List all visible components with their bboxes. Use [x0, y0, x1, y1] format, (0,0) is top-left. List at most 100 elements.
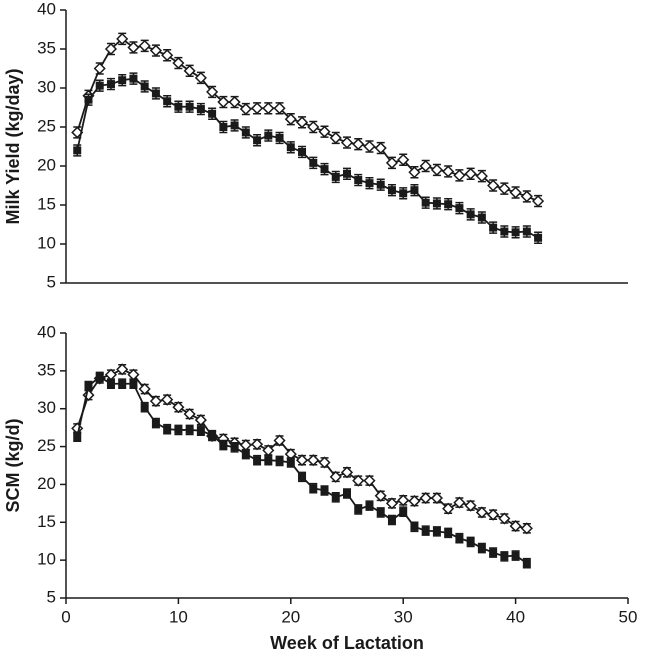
marker [309, 484, 318, 493]
marker [106, 379, 115, 388]
marker [318, 125, 331, 138]
marker [397, 494, 410, 507]
y-tick-label: 15 [37, 194, 56, 213]
x-tick-label: 20 [281, 607, 300, 626]
marker [511, 228, 520, 237]
marker [354, 505, 363, 514]
marker [140, 82, 149, 91]
marker [453, 169, 466, 182]
marker [185, 425, 194, 434]
marker [487, 508, 500, 521]
marker [275, 133, 284, 142]
marker [217, 95, 230, 109]
marker [230, 443, 239, 452]
marker [520, 522, 533, 535]
marker [174, 102, 183, 111]
marker [116, 32, 129, 45]
marker [118, 76, 127, 85]
marker [73, 146, 82, 155]
marker [273, 102, 286, 115]
marker [185, 102, 194, 111]
marker [295, 454, 309, 467]
marker [241, 128, 250, 137]
marker [532, 195, 545, 208]
marker [95, 81, 104, 90]
marker [419, 159, 432, 173]
marker [194, 414, 207, 427]
marker [161, 393, 174, 406]
y-tick-label: 10 [37, 233, 56, 252]
marker [104, 42, 118, 56]
marker [421, 526, 430, 535]
marker [183, 407, 196, 421]
marker [365, 179, 374, 188]
marker [206, 85, 219, 98]
marker [208, 431, 217, 440]
marker [253, 456, 262, 465]
y-tick-label: 5 [47, 272, 56, 291]
marker [127, 41, 140, 54]
marker [241, 450, 250, 459]
marker [444, 200, 453, 209]
marker [219, 441, 228, 450]
marker [264, 456, 273, 465]
marker [129, 74, 138, 83]
marker [172, 401, 185, 414]
marker [161, 49, 174, 62]
marker [500, 227, 509, 236]
marker [298, 472, 307, 481]
marker [118, 379, 127, 388]
y-tick-label: 35 [37, 38, 56, 57]
marker [534, 233, 543, 242]
marker [455, 204, 464, 213]
marker [208, 109, 217, 118]
marker [320, 165, 329, 174]
marker [228, 95, 241, 109]
marker [430, 491, 443, 505]
marker [163, 425, 172, 434]
marker [466, 210, 475, 219]
marker [284, 113, 297, 126]
marker [363, 140, 376, 153]
marker [352, 474, 365, 487]
marker [331, 493, 340, 502]
marker [219, 123, 228, 131]
marker [487, 179, 500, 192]
x-tick-label: 30 [394, 607, 413, 626]
marker [376, 508, 385, 517]
marker [453, 496, 466, 509]
marker [475, 170, 488, 183]
marker [273, 434, 286, 447]
marker [432, 527, 441, 536]
x-tick-label: 10 [169, 607, 188, 626]
marker [410, 522, 419, 531]
y-tick-label: 20 [37, 474, 56, 493]
marker [432, 199, 441, 208]
marker [477, 213, 486, 222]
marker [95, 372, 104, 381]
marker [442, 165, 455, 178]
marker [329, 470, 342, 483]
marker [509, 520, 522, 533]
marker [320, 486, 329, 495]
marker [183, 64, 196, 77]
marker [73, 432, 82, 441]
marker [230, 121, 239, 130]
y-tick-label: 40 [37, 322, 56, 341]
marker [343, 169, 351, 178]
marker [172, 56, 185, 70]
y-tick-label: 15 [37, 512, 56, 531]
marker [511, 551, 520, 560]
x-tick-label: 50 [619, 607, 638, 626]
marker [352, 138, 365, 151]
marker [138, 382, 151, 396]
marker [71, 126, 84, 139]
y-tick-label: 40 [37, 0, 56, 18]
marker [466, 537, 475, 546]
y-axis-label: SCM (kg/d) [3, 419, 23, 513]
marker [318, 456, 331, 469]
marker [399, 507, 408, 516]
marker [149, 44, 162, 57]
marker [196, 105, 205, 114]
marker [498, 512, 511, 525]
